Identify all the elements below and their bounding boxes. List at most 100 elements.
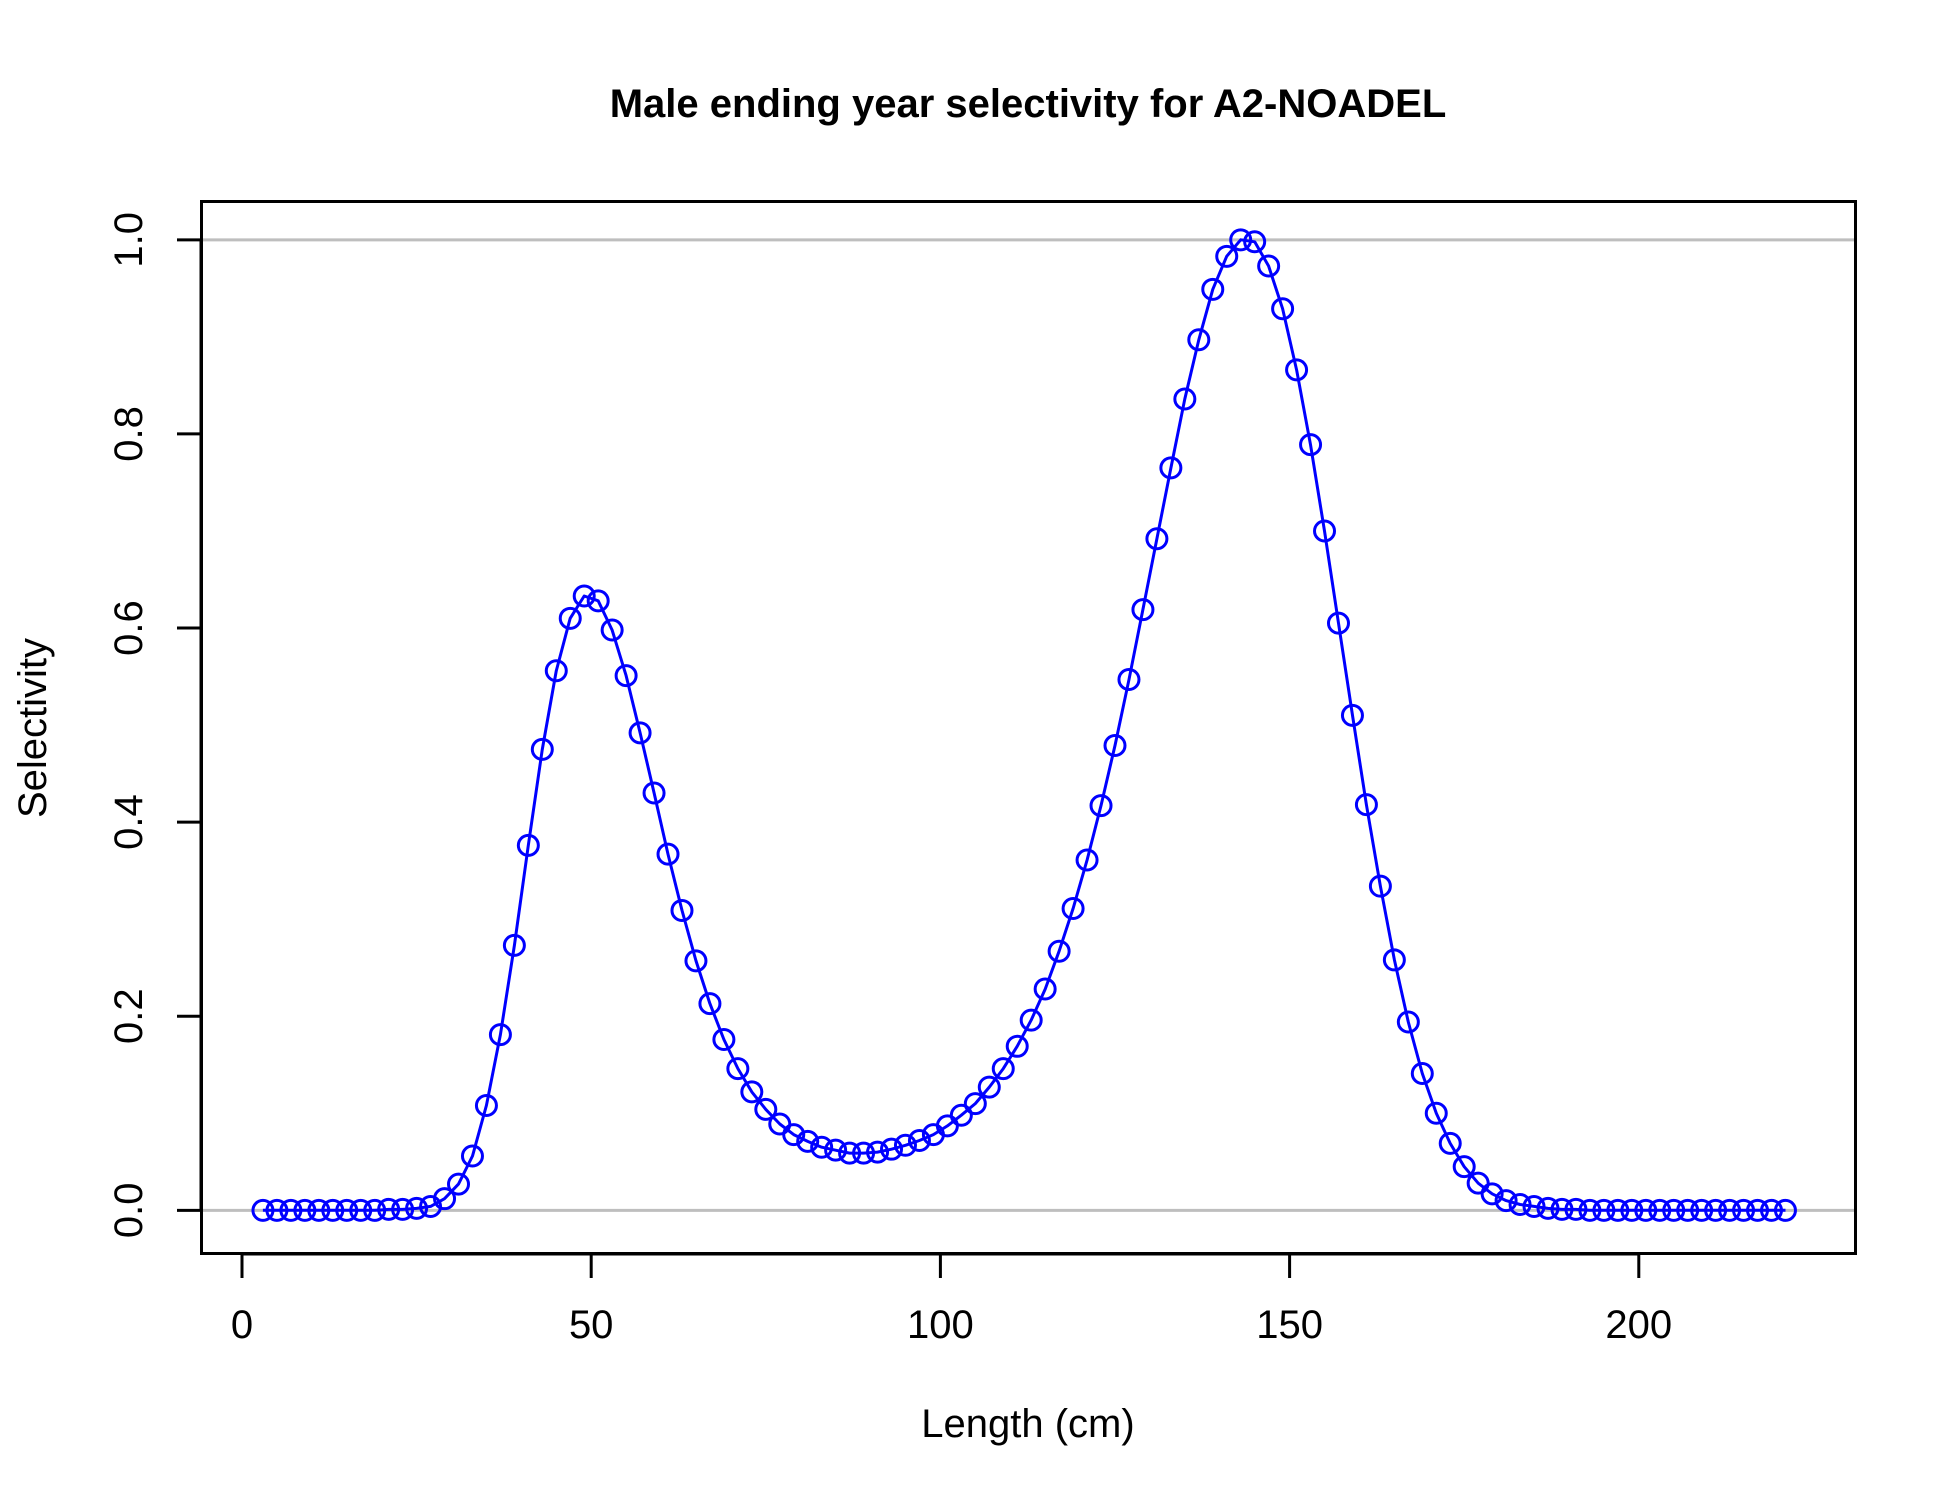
data-point: [628, 721, 652, 745]
data-point: [1173, 387, 1197, 411]
series-line: [262, 238, 1786, 1212]
data-point: [1047, 939, 1071, 963]
x-tick-label: 150: [1256, 1303, 1323, 1347]
data-point: [1215, 244, 1239, 268]
data-point: [1019, 1008, 1043, 1032]
data-point: [1187, 328, 1211, 352]
x-tick-label: 100: [907, 1303, 974, 1347]
data-point: [726, 1057, 750, 1081]
x-tick-label: 200: [1605, 1303, 1672, 1347]
data-point: [1159, 456, 1183, 480]
y-tick-label: 0.2: [107, 988, 151, 1044]
data-point: [1746, 1198, 1770, 1222]
data-point: [614, 664, 638, 688]
data-point: [1117, 667, 1141, 691]
data-point: [1424, 1101, 1448, 1125]
data-point: [433, 1187, 457, 1211]
data-point: [963, 1092, 987, 1116]
data-point: [1410, 1061, 1434, 1085]
data-point: [572, 584, 596, 608]
data-point: [363, 1198, 387, 1222]
data-point: [1299, 433, 1323, 457]
data-point: [1326, 611, 1350, 635]
data-point: [1578, 1198, 1602, 1222]
data-point: [1075, 848, 1099, 872]
data-point: [893, 1133, 917, 1157]
x-axis: 0 50 100 150 200: [231, 1252, 1672, 1347]
data-point: [1564, 1197, 1588, 1221]
data-point: [405, 1196, 429, 1220]
data-point: [1620, 1198, 1644, 1222]
data-point: [1368, 874, 1392, 898]
chart-title: Male ending year selectivity for A2-NOAD…: [610, 82, 1447, 126]
data-point: [1648, 1198, 1672, 1222]
data-point: [1606, 1198, 1630, 1222]
data-point: [782, 1123, 806, 1147]
data-point: [1452, 1155, 1476, 1179]
data-point: [1592, 1198, 1616, 1222]
data-point: [1676, 1198, 1700, 1222]
x-axis-label: Length (cm): [921, 1402, 1134, 1446]
y-axis-label: Selectivity: [11, 638, 55, 818]
data-point: [335, 1198, 359, 1222]
y-tick-label: 0.4: [107, 794, 151, 850]
data-point: [1690, 1198, 1714, 1222]
data-point: [474, 1094, 498, 1118]
data-point: [1522, 1194, 1546, 1218]
data-point: [349, 1198, 373, 1222]
data-point: [307, 1198, 331, 1222]
data-point: [1382, 948, 1406, 972]
y-tick-label: 0.8: [107, 406, 151, 462]
data-point: [1131, 598, 1155, 622]
data-point: [460, 1144, 484, 1168]
data-point: [488, 1023, 512, 1047]
data-point: [1494, 1189, 1518, 1213]
data-point: [1396, 1010, 1420, 1034]
data-point: [516, 833, 540, 857]
data-point: [656, 842, 680, 866]
data-point: [866, 1140, 890, 1164]
data-point: [1145, 527, 1169, 551]
data-point: [1550, 1197, 1574, 1221]
data-point: [251, 1198, 275, 1222]
data-point: [293, 1198, 317, 1222]
data-point: [1508, 1193, 1532, 1217]
data-point: [754, 1097, 778, 1121]
data-point: [1354, 793, 1378, 817]
data-point: [1201, 277, 1225, 301]
data-point: [502, 933, 526, 957]
data-point: [447, 1172, 471, 1196]
data-point: [377, 1197, 401, 1221]
data-point: [1243, 230, 1267, 254]
data-point: [1438, 1131, 1462, 1155]
data-point: [1313, 519, 1337, 543]
data-point: [1285, 358, 1309, 382]
data-point: [558, 606, 582, 630]
data-point: [796, 1129, 820, 1153]
data-point: [684, 949, 708, 973]
data-point: [1480, 1182, 1504, 1206]
data-point: [740, 1080, 764, 1104]
data-point: [1271, 297, 1295, 321]
data-point: [321, 1198, 345, 1222]
data-point: [1089, 794, 1113, 818]
data-point: [1732, 1198, 1756, 1222]
data-point: [1773, 1198, 1797, 1222]
x-tick-label: 0: [231, 1303, 253, 1347]
data-point: [1634, 1198, 1658, 1222]
data-point: [1229, 228, 1253, 252]
data-point: [1718, 1198, 1742, 1222]
data-point: [600, 618, 624, 642]
data-point: [698, 992, 722, 1016]
data-point: [279, 1198, 303, 1222]
data-point: [1257, 254, 1281, 278]
data-point: [907, 1128, 931, 1152]
data-point: [712, 1028, 736, 1052]
data-point: [544, 659, 568, 683]
data-point: [670, 898, 694, 922]
data-point: [1759, 1198, 1783, 1222]
y-axis: 0.0 0.2 0.4 0.6 0.8 1.0: [107, 212, 203, 1238]
data-point: [391, 1197, 415, 1221]
